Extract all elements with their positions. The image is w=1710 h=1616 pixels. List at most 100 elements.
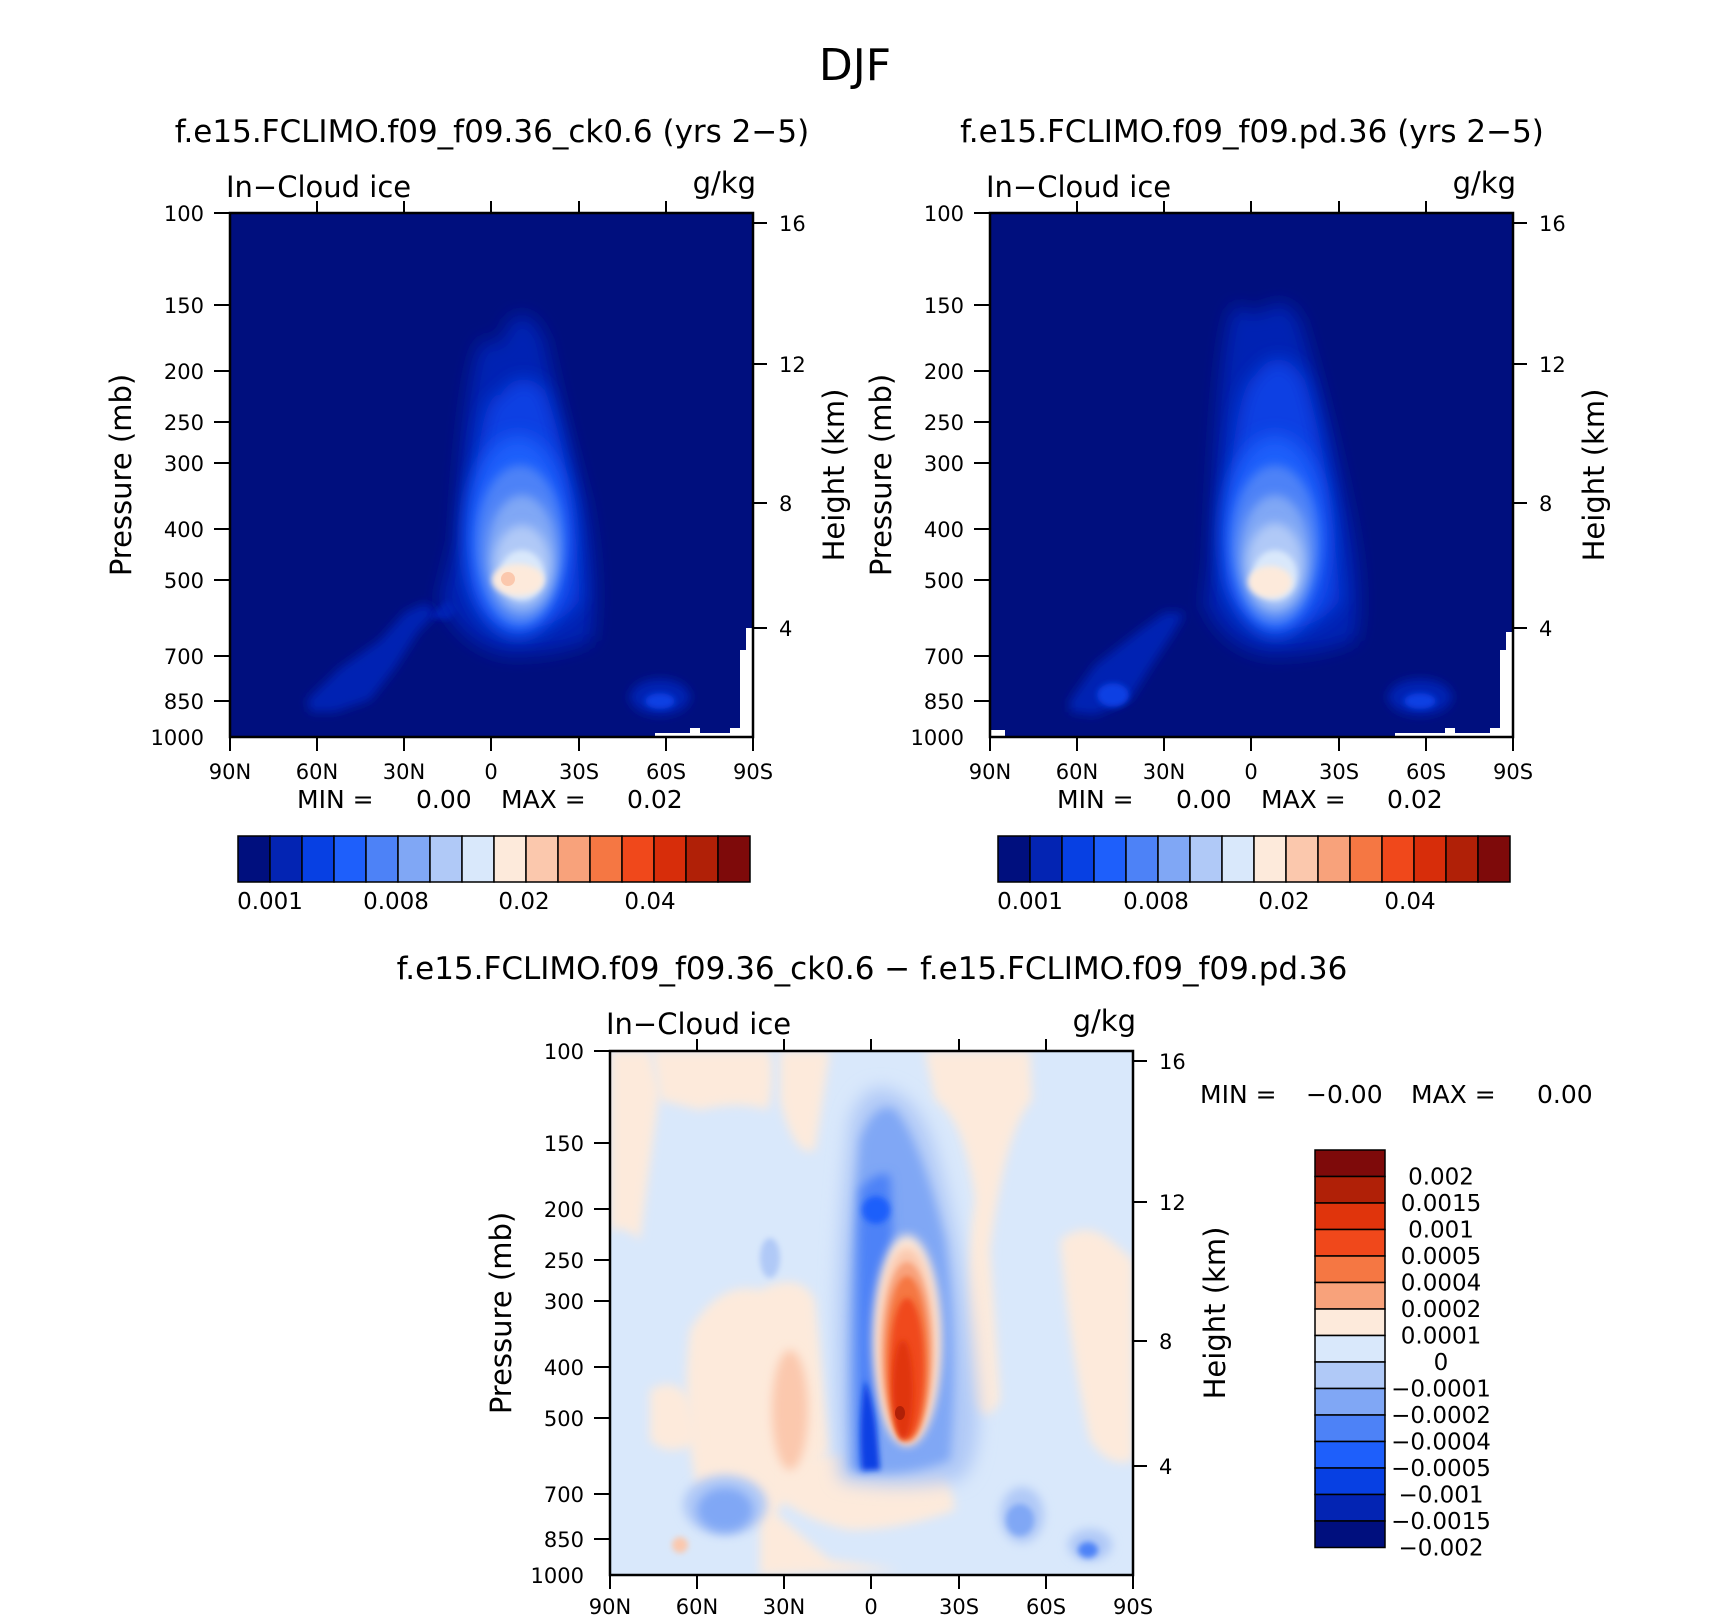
x-tick-label: 60N <box>1056 760 1098 784</box>
colorbar-swatch <box>1477 835 1511 883</box>
colorbar-swatch <box>1061 835 1095 883</box>
colorbar-swatch <box>1314 1387 1386 1416</box>
y-tick-label: 250 <box>164 411 204 435</box>
x-tick-label: 60N <box>676 1595 718 1616</box>
x-tick-label: 30S <box>559 760 599 784</box>
x-tick-label: 30N <box>1143 760 1185 784</box>
panel-title: f.e15.FCLIMO.f09_f09.pd.36 (yrs 2−5) <box>960 114 1544 150</box>
colorbar <box>1314 1149 1386 1549</box>
colorbar-swatch <box>1314 1440 1386 1469</box>
y-tick-label: 700 <box>544 1483 584 1507</box>
y-tick-label: 250 <box>924 411 964 435</box>
y-right-tick-label: 8 <box>779 492 792 516</box>
colorbar-label: 0.0004 <box>1401 1271 1481 1297</box>
contour-level <box>925 1051 1032 1415</box>
colorbar-swatch <box>525 835 559 883</box>
y-right-tick-label: 16 <box>779 212 806 236</box>
colorbar-swatch <box>653 835 687 883</box>
colorbar-swatch <box>1314 1255 1386 1284</box>
y-axis-label: Pressure (mb) <box>104 374 138 576</box>
y-tick-label: 200 <box>164 360 204 384</box>
x-tick-label: 60N <box>296 760 338 784</box>
colorbar-label: 0.001 <box>237 889 303 915</box>
max-value: 0.02 <box>1387 785 1443 814</box>
y-ticks-right: 16 12 8 4 <box>1133 1050 1186 1479</box>
y-right-axis-label: Height (km) <box>1198 1227 1232 1400</box>
y-tick-label: 700 <box>164 645 204 669</box>
contour-level <box>895 1406 905 1420</box>
colorbar-label: −0.002 <box>1398 1536 1483 1562</box>
panel-title: f.e15.FCLIMO.f09_f09.36_ck0.6 − f.e15.FC… <box>397 951 1348 987</box>
colorbar-label: −0.0002 <box>1391 1403 1491 1429</box>
colorbar-swatch <box>1381 835 1415 883</box>
colorbar-label: −0.0005 <box>1391 1456 1491 1482</box>
colorbar-label: 0.001 <box>997 889 1063 915</box>
y-tick-label: 500 <box>924 569 964 593</box>
x-tick-label: 0 <box>864 1595 877 1616</box>
contour-level <box>1248 566 1292 598</box>
colorbar-swatch <box>301 835 335 883</box>
x-tick-label: 30S <box>1319 760 1359 784</box>
colorbar-swatch <box>997 835 1031 883</box>
contour-level <box>650 1384 700 1450</box>
colorbar-label: 0.002 <box>1408 1165 1474 1191</box>
colorbar-swatch <box>1445 835 1479 883</box>
x-tick-label: 90S <box>1113 1595 1153 1616</box>
x-tick-label: 0 <box>484 760 497 784</box>
minmax-text: MIN = −0.00 MAX = 0.00 <box>1200 1080 1593 1109</box>
x-ticks: 90N 60N 30N 0 30S 60S 90S <box>969 201 1533 784</box>
contour-level <box>1097 683 1129 707</box>
contour-level <box>1006 1504 1034 1536</box>
y-right-tick-label: 12 <box>779 353 806 377</box>
y-tick-label: 100 <box>544 1040 584 1064</box>
x-tick-label: 90S <box>733 760 773 784</box>
y-tick-label: 400 <box>544 1356 584 1380</box>
y-ticks-left: 100 150 200 250 300 400 500 700 850 1000 <box>531 1040 610 1588</box>
colorbar-swatch <box>1314 1493 1386 1522</box>
colorbar-swatch <box>1314 1361 1386 1390</box>
max-label: MAX = <box>1411 1080 1496 1109</box>
y-tick-label: 850 <box>164 690 204 714</box>
minmax-text: MIN = 0.00 MAX = 0.02 <box>1057 785 1443 814</box>
colorbar-label: 0.008 <box>1123 889 1189 915</box>
min-label: MIN = <box>297 785 374 814</box>
y-right-tick-label: 12 <box>1159 1191 1186 1215</box>
y-tick-label: 300 <box>164 452 204 476</box>
colorbar-swatch <box>1189 835 1223 883</box>
y-tick-label: 400 <box>924 518 964 542</box>
variable-label: In−Cloud ice <box>986 170 1171 204</box>
contour-level <box>862 1196 890 1224</box>
colorbar-label: 0.02 <box>1258 889 1309 915</box>
colorbar-labels: 0.0020.00150.0010.00050.00040.00020.0001… <box>1391 1165 1491 1562</box>
contour-field <box>990 213 1513 737</box>
y-right-axis-label: Height (km) <box>1577 389 1611 562</box>
y-ticks-right: 16 12 8 4 <box>1513 212 1566 641</box>
x-ticks: 90N 60N 30N 0 30S 60S 90S <box>209 201 773 784</box>
colorbar-swatch <box>1157 835 1191 883</box>
contour-level <box>307 603 438 712</box>
x-tick-label: 30S <box>939 1595 979 1616</box>
min-value: 0.00 <box>416 785 472 814</box>
colorbar-label: −0.0004 <box>1391 1430 1491 1456</box>
x-tick-label: 90S <box>1493 760 1533 784</box>
max-value: 0.00 <box>1537 1080 1593 1109</box>
y-tick-label: 850 <box>924 690 964 714</box>
colorbar-swatch <box>1314 1202 1386 1231</box>
colorbar-swatch <box>333 835 367 883</box>
y-tick-label: 850 <box>544 1528 584 1552</box>
colorbar-label: 0 <box>1434 1350 1449 1376</box>
contour-level <box>893 1340 913 1440</box>
x-tick-label: 60S <box>1026 1595 1066 1616</box>
y-right-tick-label: 4 <box>1159 1455 1172 1479</box>
colorbar-swatch <box>1221 835 1255 883</box>
y-right-axis-label: Height (km) <box>817 389 851 562</box>
panel-top-right: f.e15.FCLIMO.f09_f09.pd.36 (yrs 2−5) In−… <box>864 114 1611 915</box>
axes: 100 150 200 250 300 400 500 700 850 1000… <box>864 201 1611 784</box>
y-right-tick-label: 4 <box>779 617 792 641</box>
contour-level <box>1070 612 1185 715</box>
colorbar-label: 0.001 <box>1408 1218 1474 1244</box>
colorbar-labels: 0.001 0.008 0.02 0.04 <box>237 889 676 915</box>
colorbar-swatch <box>397 835 431 883</box>
variable-label: In−Cloud ice <box>606 1007 791 1041</box>
colorbar-label: −0.0015 <box>1391 1509 1491 1535</box>
